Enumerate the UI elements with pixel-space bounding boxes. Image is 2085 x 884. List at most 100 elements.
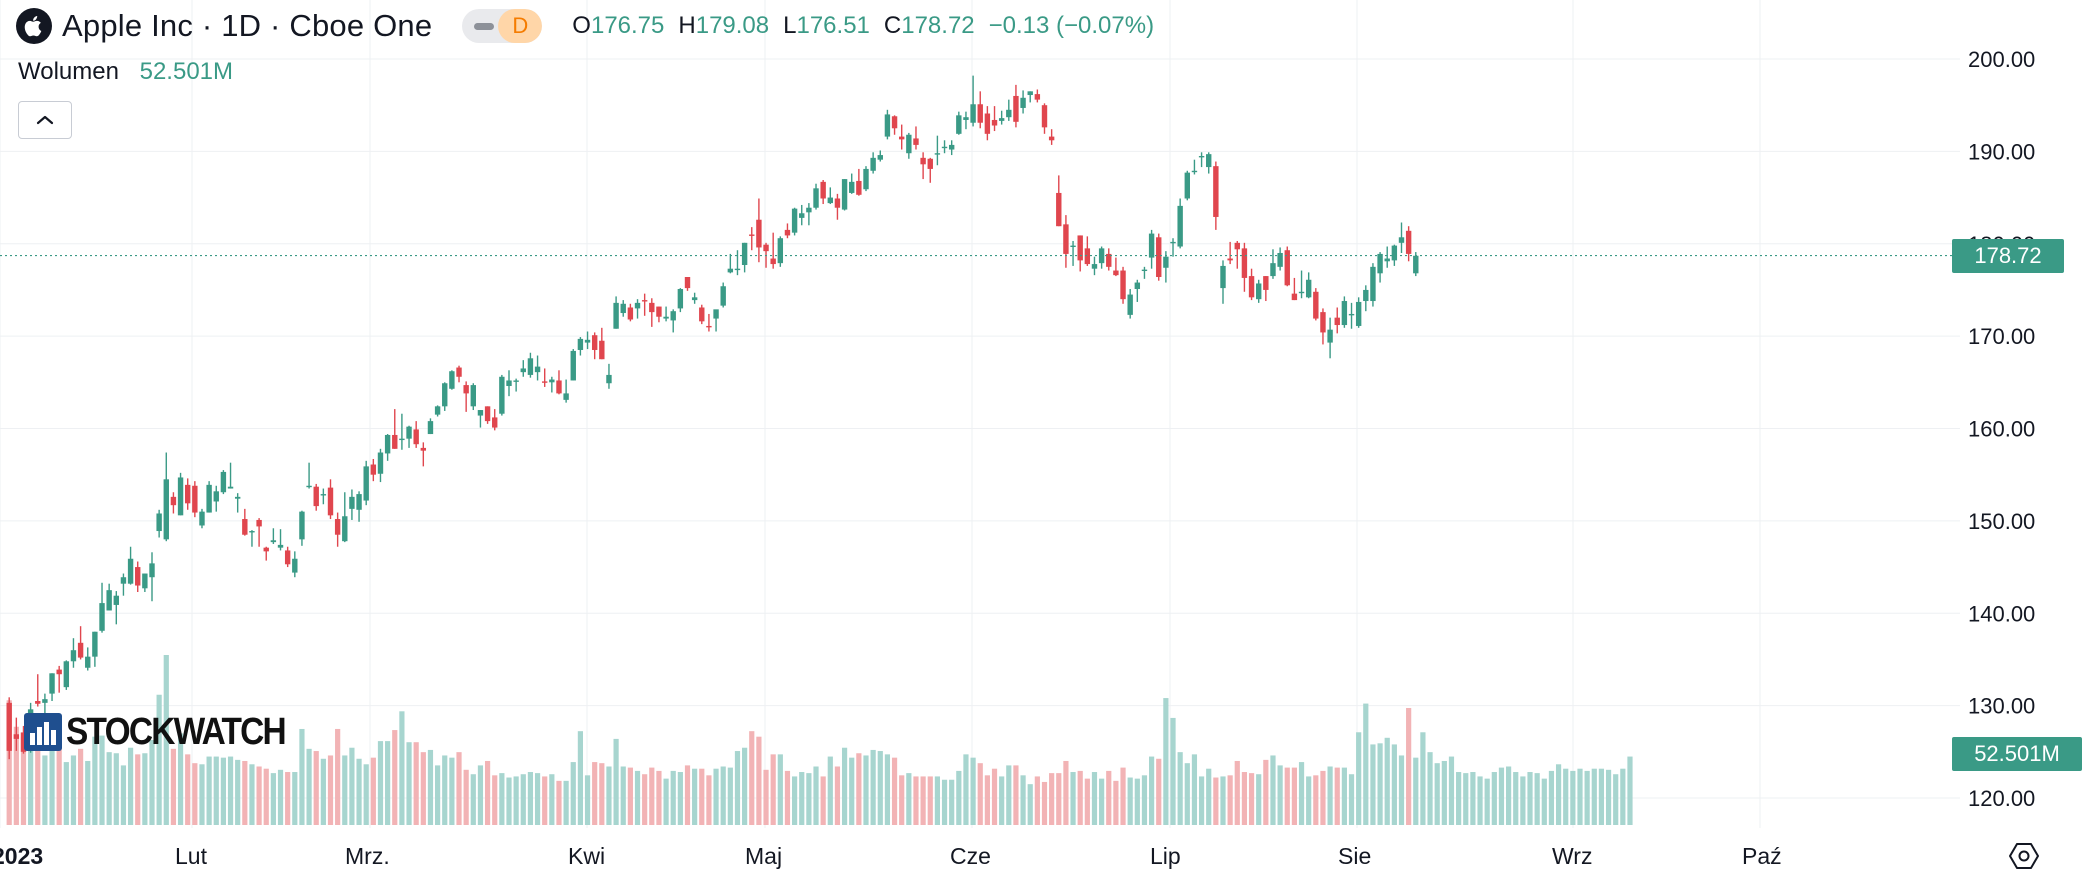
volume-bar	[106, 752, 112, 825]
candle-body	[970, 104, 976, 123]
volume-bar	[834, 766, 841, 825]
candle-body	[684, 277, 691, 289]
candle-body	[941, 146, 948, 149]
candle-body	[85, 656, 91, 668]
volume-bar	[1398, 755, 1405, 825]
candle-body	[1184, 172, 1190, 199]
watermark-text: STOCKWATCH	[66, 710, 287, 753]
price-axis[interactable]: 200.00190.00180.00170.00160.00150.00140.…	[1968, 47, 2035, 811]
candle-body	[956, 115, 962, 134]
candle-body	[770, 258, 776, 265]
volume-bar	[920, 776, 926, 825]
volume-bar	[206, 756, 212, 825]
volume-bar	[42, 755, 48, 825]
volume-bar	[1313, 775, 1319, 825]
candle-body	[827, 197, 833, 204]
candle-body	[549, 379, 555, 383]
volume-bar	[592, 762, 598, 825]
volume-bar	[85, 760, 91, 825]
candle-body	[563, 393, 569, 400]
volume-bar	[270, 773, 276, 825]
volume-bar	[606, 766, 612, 825]
volume-bar	[949, 779, 955, 825]
volume-bar	[1099, 778, 1105, 825]
symbol-title[interactable]: Apple Inc · 1D · Cboe One	[62, 8, 433, 43]
candle-body	[641, 300, 648, 302]
candle-body	[270, 540, 277, 543]
chart-settings-button[interactable]	[2006, 838, 2042, 874]
candle-body	[884, 114, 891, 137]
candle-body	[113, 595, 119, 605]
candle-body	[734, 268, 741, 271]
candle-body	[813, 188, 819, 208]
time-axis[interactable]: 2023 Lut Mrz. Kwi Maj Cze Lip Sie Wrz Paź	[0, 843, 1782, 869]
collapse-legend-button[interactable]	[18, 101, 72, 139]
candle-body	[749, 234, 755, 236]
close-value: 178.72	[901, 12, 975, 39]
candle-body	[6, 702, 12, 751]
stockwatch-logo-icon	[24, 713, 62, 751]
candle-body	[691, 297, 698, 301]
grid-lines	[0, 0, 1960, 828]
interval-toggle[interactable]: D	[462, 9, 543, 43]
candle-body	[70, 650, 77, 662]
price-tick-label: 170.00	[1968, 324, 2035, 349]
volume-bar	[1406, 707, 1412, 825]
volume-bar	[442, 755, 448, 825]
volume-bar	[627, 767, 633, 825]
volume-bar	[742, 747, 748, 825]
volume-bar	[1191, 754, 1198, 825]
volume-bar	[899, 775, 905, 825]
last-price-tag: 178.72	[1952, 238, 2064, 273]
interval-label[interactable]: D	[498, 9, 543, 43]
volume-bar	[1341, 767, 1347, 825]
candle-body	[1206, 154, 1212, 168]
volume-bar	[570, 762, 576, 825]
volume-bar	[684, 765, 691, 825]
volume-bar	[13, 726, 19, 825]
volume-bar	[120, 765, 127, 825]
volume-bar	[1448, 756, 1455, 825]
candle-body	[327, 487, 334, 516]
volume-bar	[392, 730, 398, 825]
volume-bar	[806, 773, 812, 825]
volume-bar	[1627, 756, 1633, 825]
volume-bar	[1420, 732, 1426, 825]
candle-body	[820, 181, 826, 199]
volume-bar	[370, 757, 376, 825]
candle-body	[163, 479, 169, 540]
volume-bar	[1298, 762, 1305, 825]
volume-bar	[1570, 770, 1576, 825]
candle-body	[627, 307, 634, 320]
candle-body	[142, 573, 148, 589]
volume-bar	[1291, 767, 1297, 825]
volume-bar	[1577, 768, 1583, 825]
volume-legend: Wolumen 52.501M	[18, 58, 233, 86]
volume-bar	[427, 749, 434, 825]
price-candles	[6, 75, 1419, 760]
candle-body	[699, 307, 705, 322]
volume-bar	[499, 773, 505, 825]
candle-body	[1256, 283, 1262, 300]
apple-logo-icon	[16, 8, 52, 44]
candle-body	[506, 380, 512, 387]
volume-bar	[149, 740, 155, 825]
candle-body	[434, 406, 441, 415]
volume-bar	[1534, 773, 1540, 825]
candle-body	[1056, 192, 1062, 227]
candle-body	[420, 447, 427, 451]
volume-bar	[1306, 776, 1312, 825]
volume-bar	[49, 747, 55, 825]
volume-bar	[1327, 766, 1333, 825]
candle-body	[899, 136, 905, 140]
volume-bar	[1427, 752, 1433, 825]
volume-bar	[78, 748, 84, 825]
candle-body	[199, 511, 205, 526]
candle-body	[1370, 266, 1376, 302]
candle-body	[706, 325, 712, 328]
volume-bar	[256, 766, 262, 825]
close-label: C	[883, 12, 902, 39]
volume-bar	[28, 727, 34, 825]
volume-bar	[327, 755, 334, 825]
